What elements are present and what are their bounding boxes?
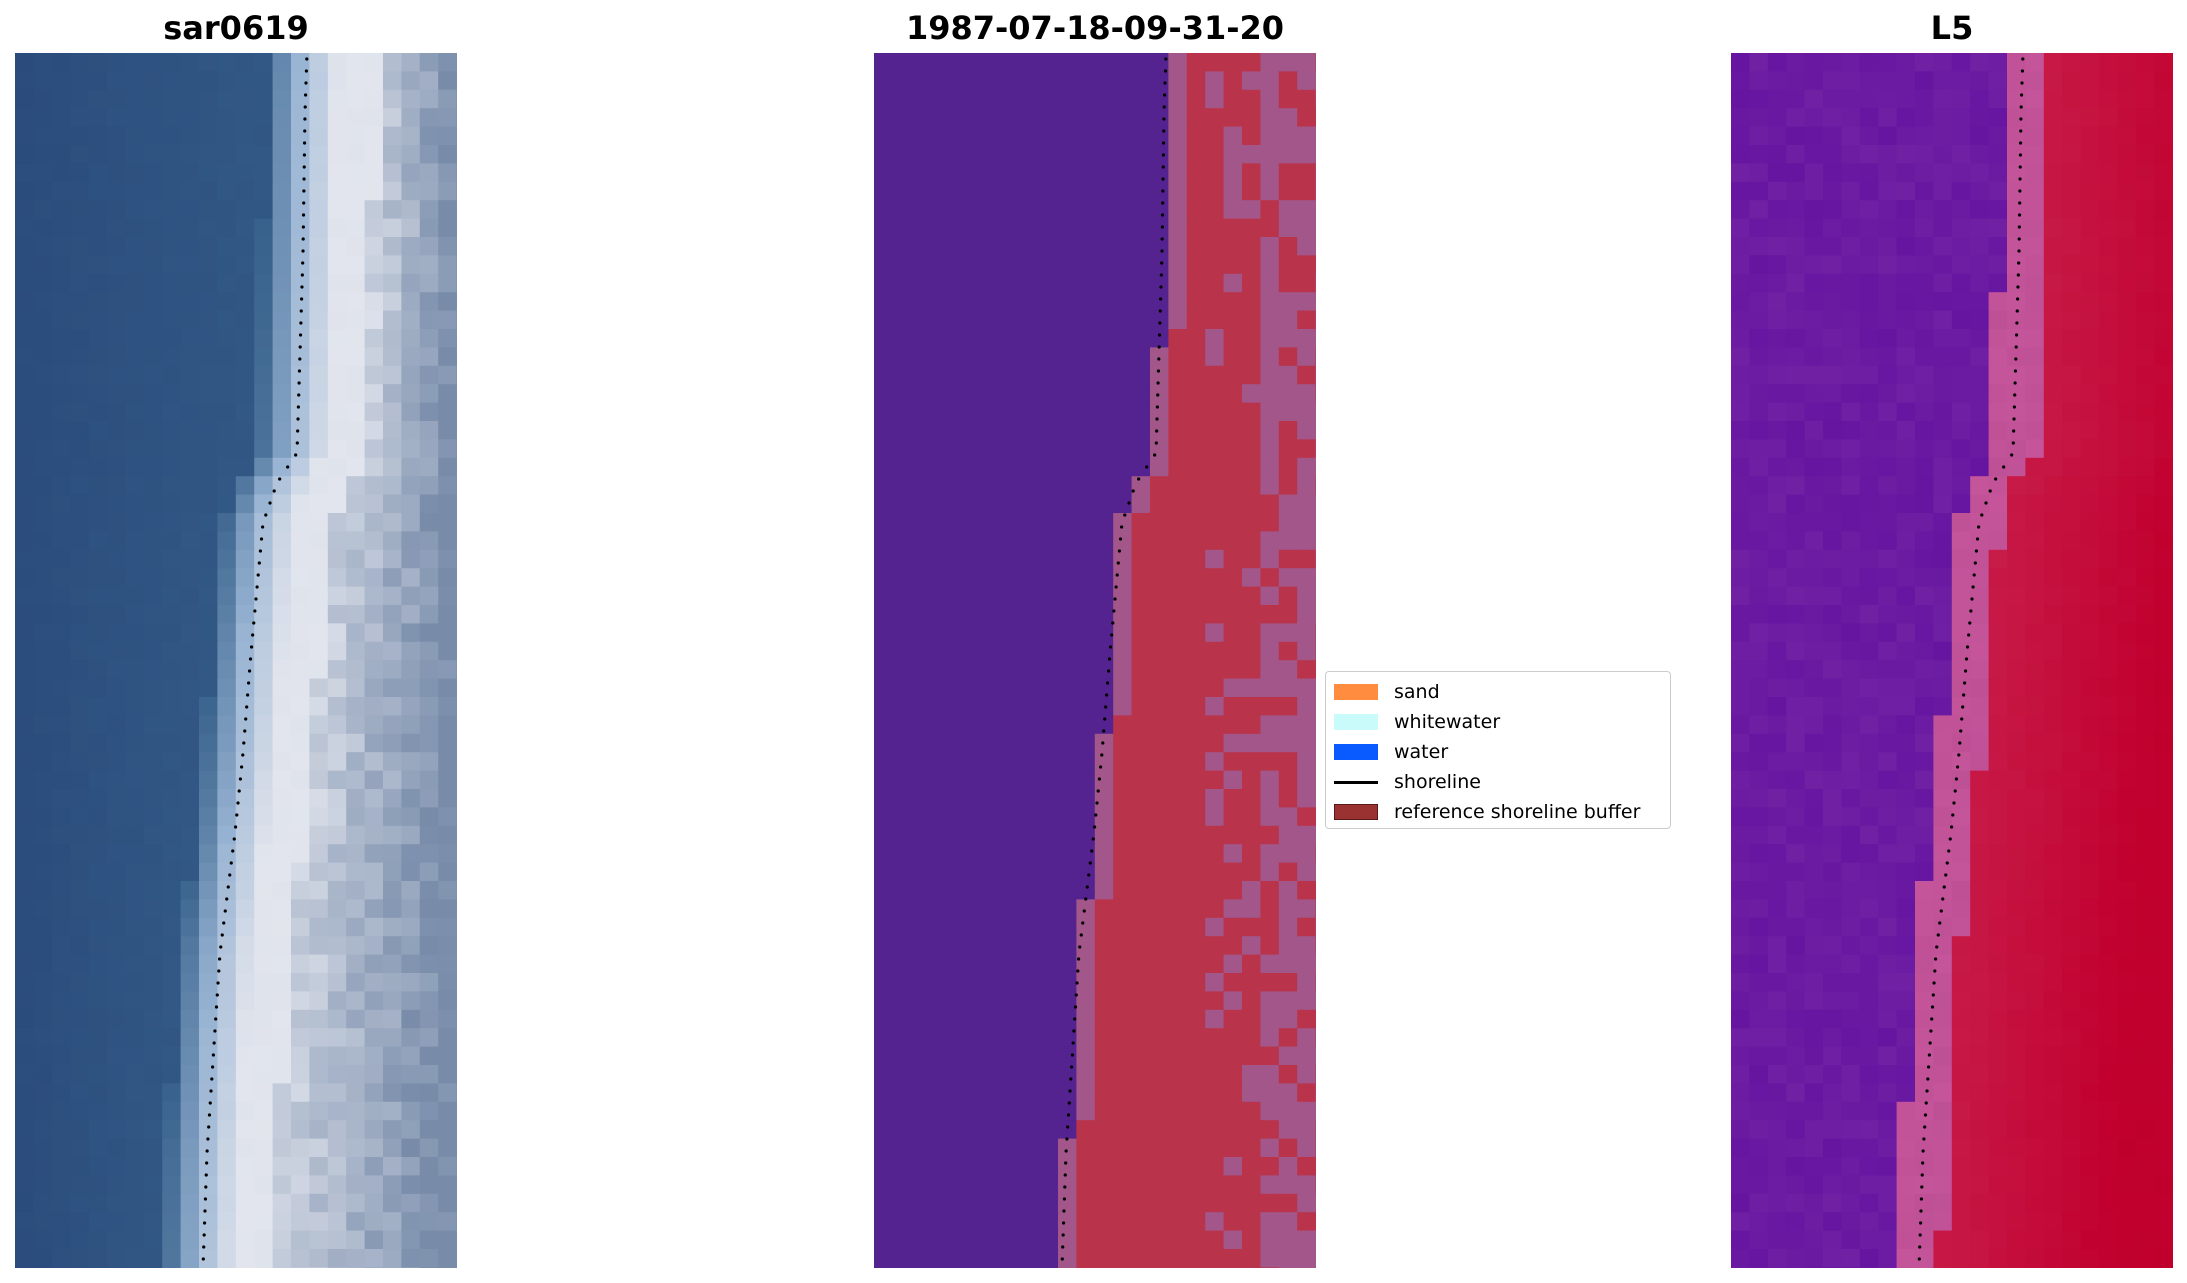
legend-label-whitewater: whitewater [1394, 711, 1501, 733]
legend-item-shoreline: shoreline [1326, 766, 1670, 794]
legend-line-shoreline [1334, 781, 1378, 784]
panel-title-index: L5 [1930, 9, 1974, 47]
legend-label-water: water [1394, 741, 1449, 763]
legend-swatch-whitewater [1334, 714, 1378, 730]
index-image [1731, 53, 2173, 1268]
legend-item-water: water [1326, 736, 1670, 764]
legend-item-sand: sand [1326, 676, 1670, 704]
classified-image [874, 53, 1316, 1268]
legend-swatch-sand [1334, 684, 1378, 700]
panel-title-rgb: sar0619 [163, 9, 309, 47]
panel-title-classified: 1987-07-18-09-31-20 [905, 9, 1285, 47]
legend-swatch-reference-buffer [1334, 804, 1378, 820]
legend-item-reference-buffer: reference shoreline buffer [1326, 796, 1670, 824]
rgb-satellite-image [15, 53, 457, 1268]
legend-label-sand: sand [1394, 681, 1440, 703]
shoreline-dots [1060, 57, 1168, 1261]
shoreline-dots [1917, 57, 2025, 1261]
legend-item-whitewater: whitewater [1326, 706, 1670, 734]
legend-label-reference-buffer: reference shoreline buffer [1394, 801, 1641, 823]
legend: sand whitewater water shoreline referenc… [1325, 671, 1671, 829]
shoreline-dots [201, 57, 309, 1261]
legend-swatch-water [1334, 744, 1378, 760]
legend-label-shoreline: shoreline [1394, 771, 1481, 793]
